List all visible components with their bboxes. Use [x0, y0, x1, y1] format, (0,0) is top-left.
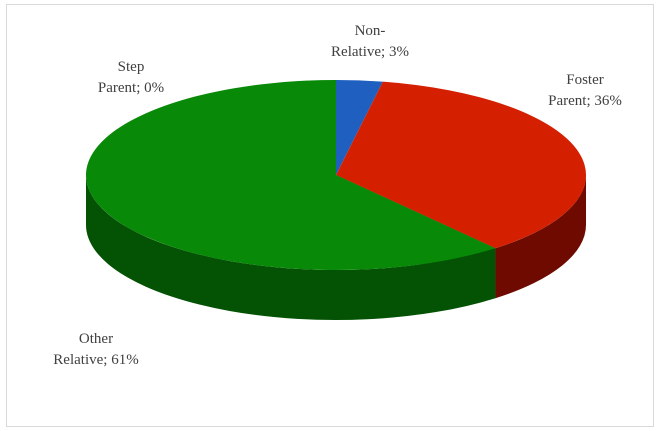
pie-side-foster-parent	[495, 175, 586, 299]
data-label-other-relative: Other Relative; 61%	[53, 331, 138, 368]
data-label-foster-parent: Foster Parent; 36%	[548, 72, 622, 109]
pie-slice-other-relative	[86, 80, 496, 270]
pie-labels: Non-Relative; 3% Foster Parent; 36% Other Re…	[53, 23, 622, 368]
pie-slice-foster-parent	[336, 81, 587, 249]
data-label-non-relative: Non-Relative; 3%	[331, 23, 409, 60]
pie-side-other-relative	[85, 175, 496, 321]
data-label-step-parent: Step Parent; 0%	[98, 59, 164, 96]
pie-tops	[86, 80, 587, 270]
pie-slice-non-relative	[336, 80, 383, 175]
